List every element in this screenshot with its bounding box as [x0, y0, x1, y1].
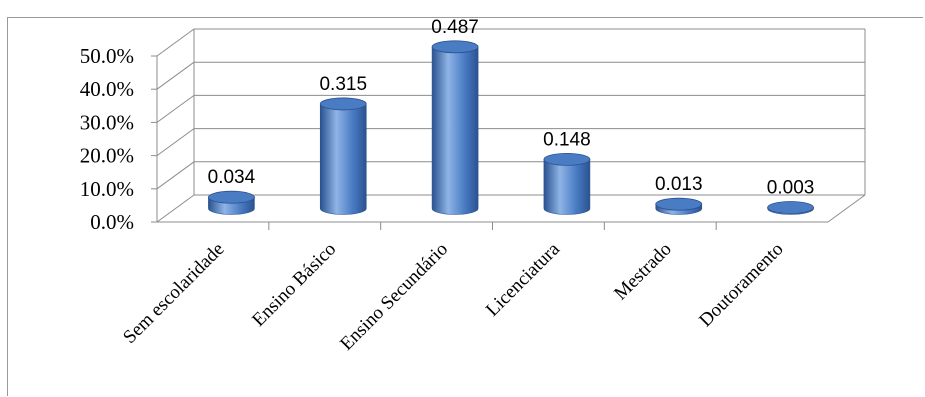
y-tick-label: 10.0% [80, 177, 134, 201]
bar [543, 152, 591, 215]
y-axis-ticks: 0.0% 10.0% 20.0% 30.0% 40.0% 50.0% [80, 44, 157, 234]
bar [431, 40, 479, 215]
x-tick-label: Doutoramento [695, 239, 787, 331]
side-gridline [156, 94, 195, 123]
bar [767, 201, 814, 215]
data-label: 0.148 [543, 129, 591, 150]
data-label: 0.315 [319, 74, 367, 95]
bar-top [431, 40, 479, 54]
x-tick-label: Mestrado [610, 239, 676, 305]
x-tick-label: Licenciatura [482, 238, 564, 320]
x-tick-label: Ensino Secundário [336, 239, 452, 355]
bar-body [319, 103, 367, 215]
floor-right-edge [827, 194, 866, 223]
bar-top [208, 190, 255, 204]
data-labels: 0.034 0.315 0.487 0.148 0.013 0.003 [208, 17, 815, 199]
grid-layer [156, 28, 866, 223]
side-gridline [156, 28, 195, 57]
bar [208, 190, 255, 215]
bar [319, 97, 367, 215]
bar-layer [208, 40, 814, 215]
data-label: 0.034 [208, 167, 256, 188]
y-tick-label: 40.0% [80, 77, 134, 101]
bar-top [543, 152, 591, 166]
side-gridline [156, 61, 195, 90]
bar-top [655, 197, 703, 211]
y-tick-label: 30.0% [80, 110, 134, 134]
x-tick-label: Sem escolaridade [119, 239, 228, 348]
y-tick-label: 20.0% [80, 144, 134, 168]
y-tick-label: 50.0% [80, 44, 134, 68]
data-label: 0.487 [431, 17, 479, 38]
bar-body [431, 46, 479, 215]
side-gridline [156, 128, 195, 157]
bar-body [543, 159, 591, 215]
bar-top [767, 201, 814, 214]
y-tick-label: 0.0% [90, 210, 134, 234]
data-label: 0.013 [655, 174, 703, 195]
x-tick-label: Ensino Básico [248, 239, 340, 331]
side-gridline [156, 161, 195, 190]
chart-frame [7, 17, 923, 396]
bar [655, 197, 703, 215]
bar-top [319, 97, 367, 111]
side-gridline [156, 194, 195, 223]
data-label: 0.003 [767, 178, 815, 199]
